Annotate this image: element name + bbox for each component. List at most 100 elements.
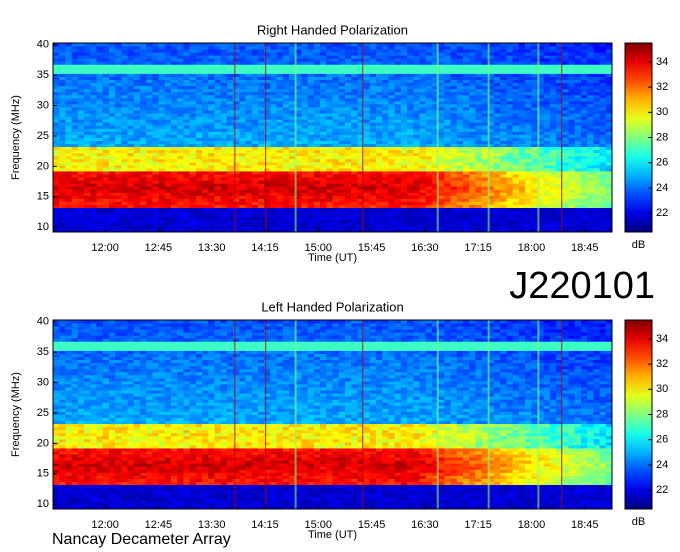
heat-cell xyxy=(580,73,588,77)
heat-cell xyxy=(531,110,538,114)
heat-cell xyxy=(407,155,414,160)
heat-cell xyxy=(282,189,290,193)
heat-cell xyxy=(344,228,352,233)
heat-cell xyxy=(500,128,507,132)
heat-cell xyxy=(177,122,184,126)
heat-cell xyxy=(326,146,333,151)
heat-cell xyxy=(146,149,153,154)
heat-cell xyxy=(270,161,277,166)
heat-cell xyxy=(599,103,607,108)
heat-cell xyxy=(413,122,420,126)
heat-cell xyxy=(189,171,197,175)
heat-cell xyxy=(146,152,153,157)
heat-cell xyxy=(382,201,389,205)
heat-cell xyxy=(195,67,203,71)
heat-cell xyxy=(96,180,104,184)
heat-cell xyxy=(77,119,85,123)
heat-cell xyxy=(556,116,563,120)
heat-cell xyxy=(146,134,153,138)
heat-cell xyxy=(518,201,526,205)
heat-cell xyxy=(59,134,66,138)
heat-cell xyxy=(351,167,358,172)
heat-cell xyxy=(518,131,526,135)
heat-cell xyxy=(512,146,520,151)
heat-cell xyxy=(251,161,259,166)
heat-cell xyxy=(407,70,414,74)
heat-cell xyxy=(388,94,396,99)
heat-cell xyxy=(444,222,451,227)
heat-cell xyxy=(419,186,427,190)
heat-cell xyxy=(351,195,358,199)
heat-cell xyxy=(357,149,364,154)
heat-cell xyxy=(226,116,234,120)
heat-cell xyxy=(580,143,588,148)
heat-cell xyxy=(425,171,433,175)
heat-cell xyxy=(456,180,464,184)
heat-cell xyxy=(313,167,321,172)
heat-cell xyxy=(59,113,66,117)
heat-cell xyxy=(226,189,234,193)
heat-cell xyxy=(65,131,73,135)
heat-cell xyxy=(189,186,197,190)
heat-cell xyxy=(171,152,178,157)
heat-cell xyxy=(425,103,433,108)
heat-cell xyxy=(121,73,128,77)
heat-cell xyxy=(593,228,600,233)
heat-cell xyxy=(195,225,203,230)
heat-cell xyxy=(171,210,178,215)
heat-cell xyxy=(84,82,91,87)
heat-cell xyxy=(338,79,346,84)
heat-cell xyxy=(407,180,414,184)
heat-cell xyxy=(326,195,333,199)
heat-cell xyxy=(332,131,340,135)
heat-cell xyxy=(487,119,495,123)
heat-cell xyxy=(425,174,433,178)
heat-cell xyxy=(195,131,203,135)
heat-cell xyxy=(171,149,178,154)
heat-cell xyxy=(549,164,557,169)
heat-cell xyxy=(183,67,191,71)
heat-cell xyxy=(121,192,128,196)
heat-cell xyxy=(344,195,352,199)
heat-cell xyxy=(71,100,79,105)
heat-cell xyxy=(593,155,600,160)
heat-cell xyxy=(375,125,383,129)
heat-cell xyxy=(326,67,333,71)
heat-cell xyxy=(195,91,203,96)
heat-cell xyxy=(202,91,209,96)
heat-cell xyxy=(407,119,414,123)
heat-cell xyxy=(413,64,420,68)
heat-cell xyxy=(394,140,402,144)
heat-cell xyxy=(351,204,358,209)
heat-cell xyxy=(214,158,222,163)
heat-cell xyxy=(493,97,501,102)
heat-cell xyxy=(413,91,420,96)
heat-cell xyxy=(518,210,526,215)
heat-cell xyxy=(233,207,240,212)
heat-cell xyxy=(307,140,315,144)
heat-cell xyxy=(233,128,240,132)
heat-cell xyxy=(518,228,526,233)
heat-cell xyxy=(115,64,122,68)
heat-cell xyxy=(276,207,284,212)
heat-cell xyxy=(394,183,402,187)
heat-cell xyxy=(307,164,315,169)
heat-cell xyxy=(351,67,358,71)
heat-cell xyxy=(208,192,215,196)
heat-cell xyxy=(444,94,451,99)
heat-cell xyxy=(301,161,309,166)
heat-cell xyxy=(344,103,352,108)
heat-cell xyxy=(127,228,135,233)
heat-cell xyxy=(556,210,563,215)
heat-cell xyxy=(301,167,309,172)
heat-cell xyxy=(53,171,60,175)
heat-cell xyxy=(562,210,569,215)
heat-cell xyxy=(556,174,563,178)
heat-cell xyxy=(543,167,551,172)
heat-cell xyxy=(233,91,240,96)
heat-cell xyxy=(282,149,290,154)
heat-cell xyxy=(587,207,594,212)
heat-cell xyxy=(394,161,402,166)
heat-cell xyxy=(400,228,408,233)
heat-cell xyxy=(115,228,122,233)
